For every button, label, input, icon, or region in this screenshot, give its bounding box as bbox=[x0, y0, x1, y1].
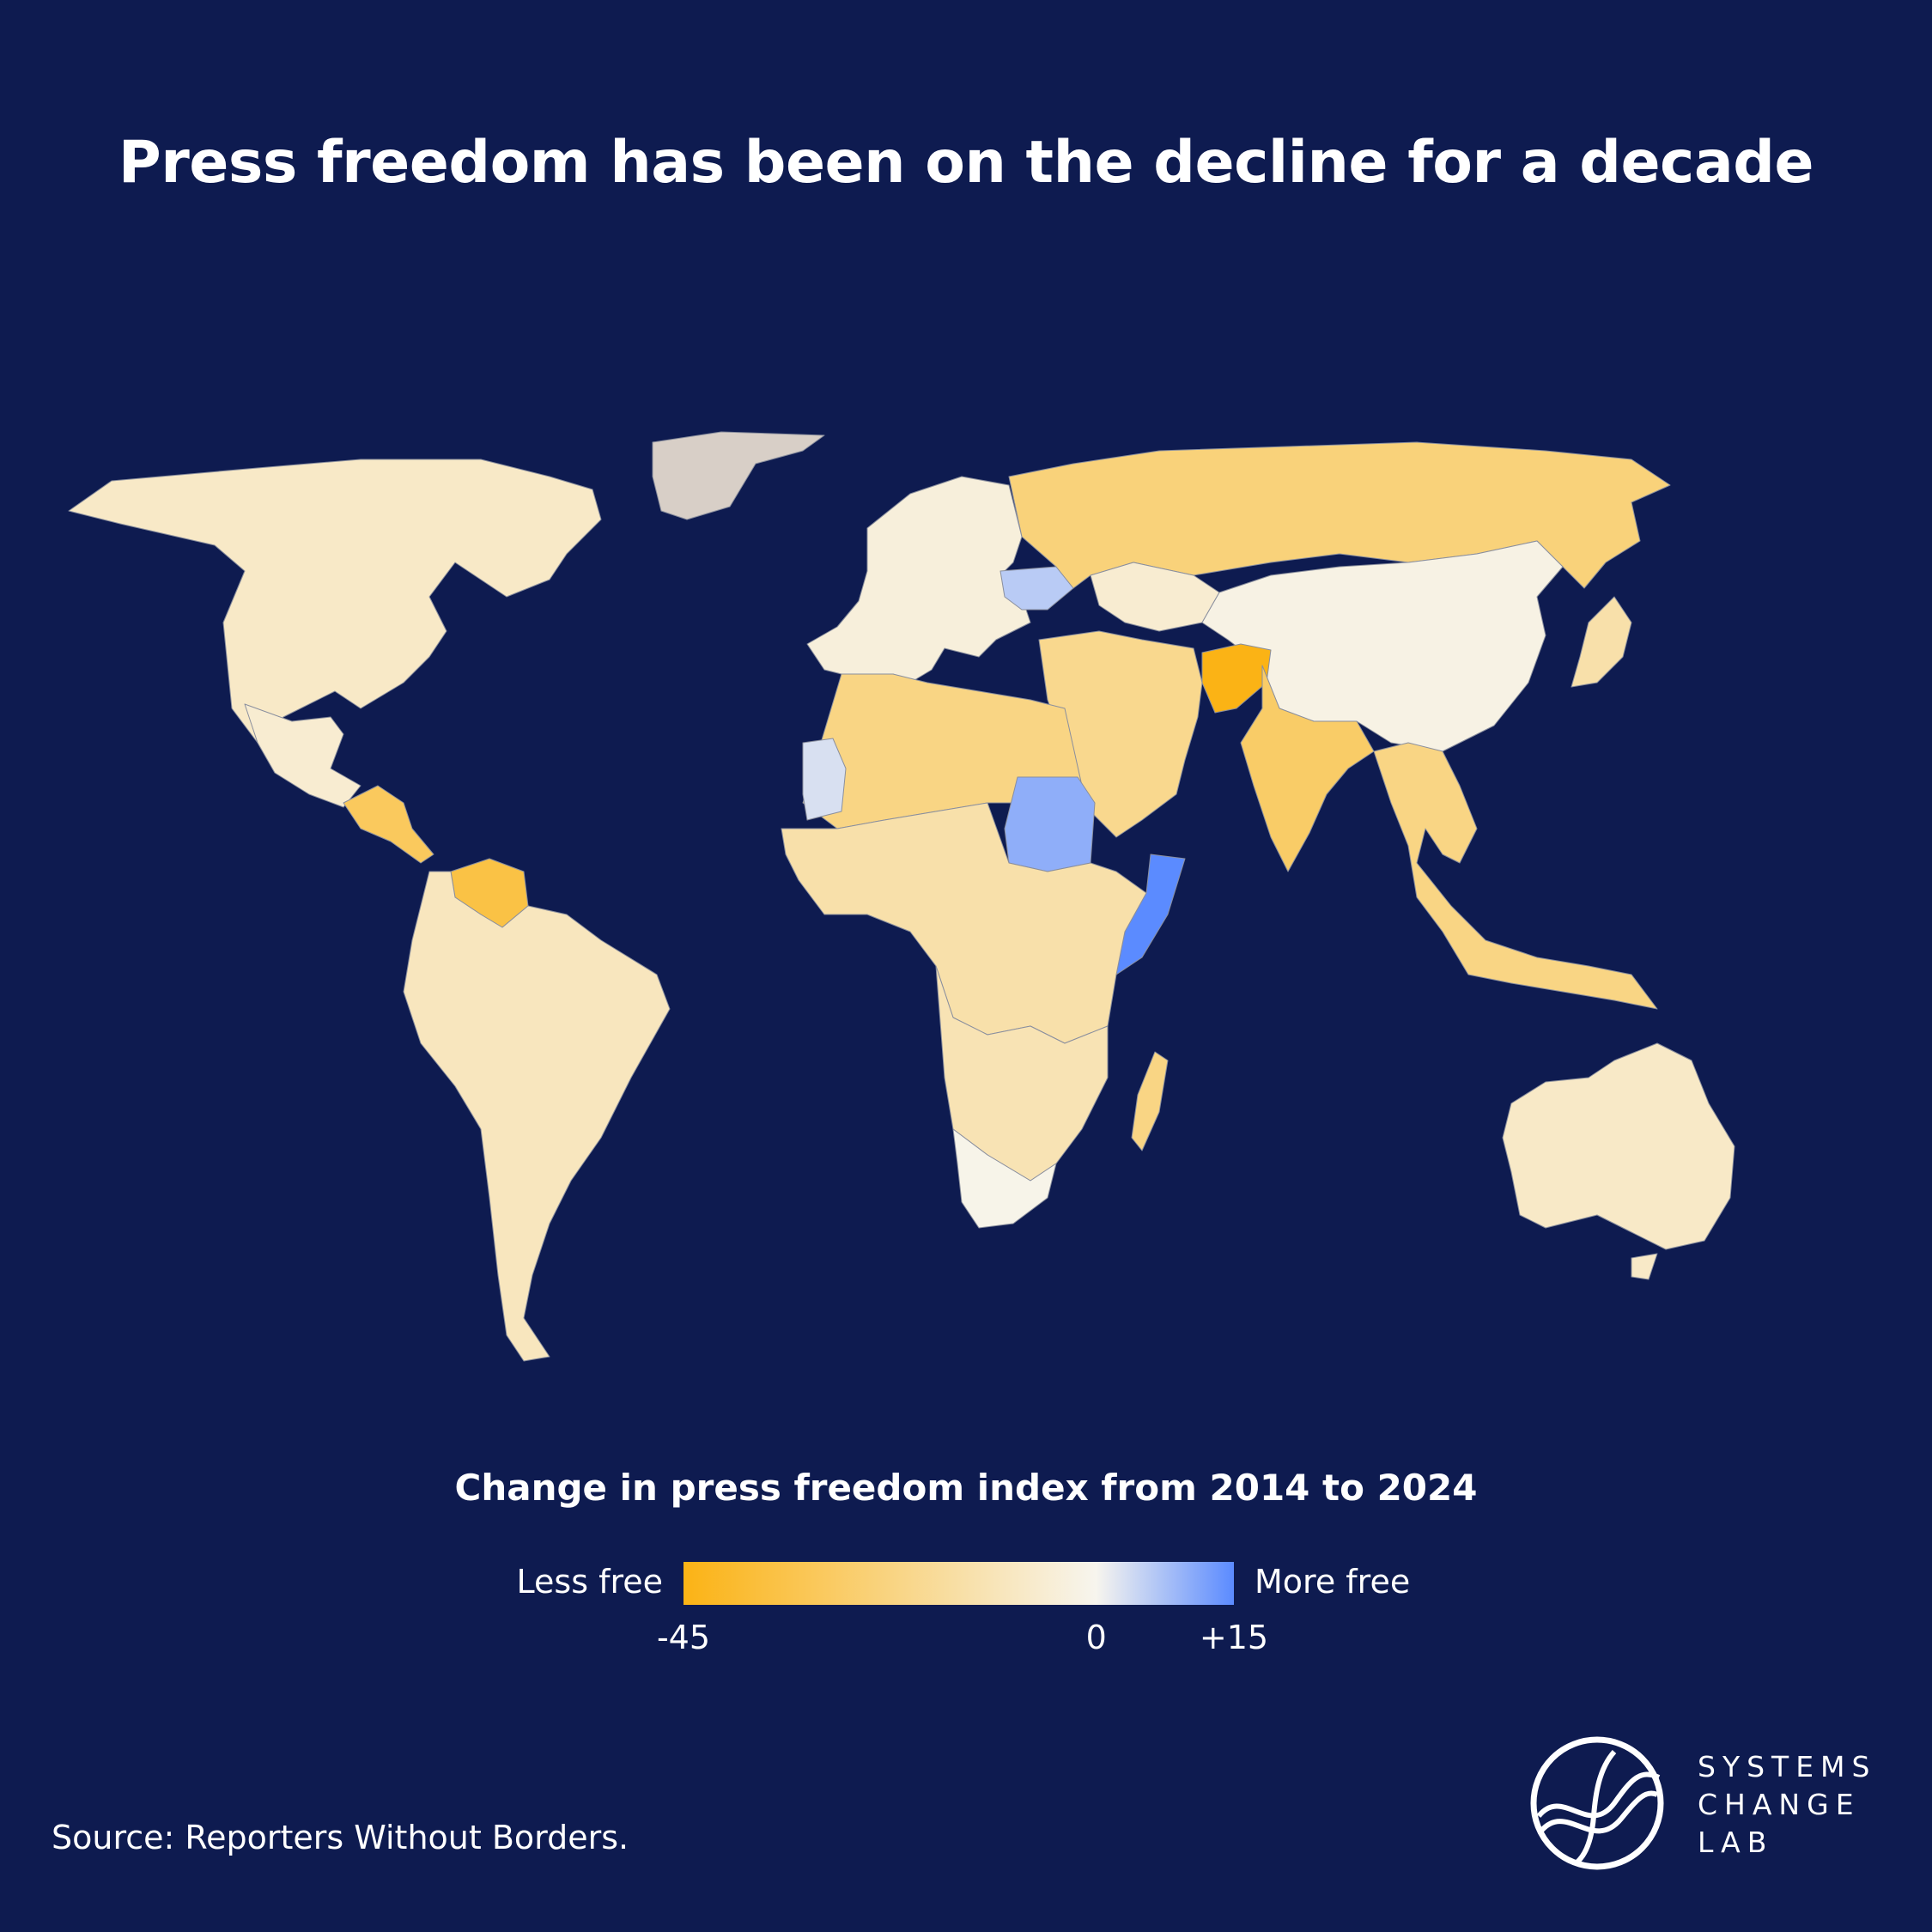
logo-wordmark: SYSTEMS CHANGE LAB bbox=[1698, 1748, 1876, 1862]
region-greenland bbox=[652, 431, 825, 520]
region-south-america bbox=[403, 871, 671, 1362]
region-north-america bbox=[68, 459, 602, 744]
source-note: Source: Reporters Without Borders. bbox=[52, 1819, 629, 1856]
legend-more-free-label: More free bbox=[1255, 1563, 1411, 1601]
region-central-america bbox=[343, 785, 434, 864]
region-tasmania bbox=[1631, 1253, 1658, 1280]
page-title: Press freedom has been on the decline fo… bbox=[118, 129, 1814, 197]
legend-color-bar bbox=[683, 1562, 1234, 1605]
logo-line-3: LAB bbox=[1698, 1826, 1774, 1859]
region-madagascar bbox=[1131, 1051, 1169, 1151]
legend-tick-zero: 0 bbox=[1085, 1619, 1107, 1656]
region-europe bbox=[806, 476, 1031, 683]
region-australia bbox=[1502, 1042, 1735, 1250]
region-mauritania bbox=[802, 738, 847, 821]
region-sudan bbox=[1004, 776, 1096, 872]
region-mexico bbox=[244, 703, 361, 808]
region-india bbox=[1240, 665, 1375, 872]
systems-change-lab-logo-icon bbox=[1530, 1736, 1664, 1870]
logo-line-2: CHANGE bbox=[1698, 1788, 1861, 1821]
region-south-africa bbox=[952, 1128, 1057, 1229]
region-afghanistan bbox=[1201, 643, 1272, 714]
region-japan bbox=[1571, 596, 1632, 688]
legend-tick-min: -45 bbox=[656, 1619, 711, 1656]
legend-title: Change in press freedom index from 2014 … bbox=[454, 1467, 1478, 1509]
region-southeast-asia bbox=[1373, 742, 1658, 1010]
legend-less-free-label: Less free bbox=[516, 1563, 663, 1601]
logo-line-1: SYSTEMS bbox=[1698, 1750, 1877, 1783]
world-map bbox=[68, 431, 1735, 1362]
region-central-africa bbox=[781, 802, 1147, 1044]
legend-tick-max: +15 bbox=[1199, 1619, 1269, 1656]
